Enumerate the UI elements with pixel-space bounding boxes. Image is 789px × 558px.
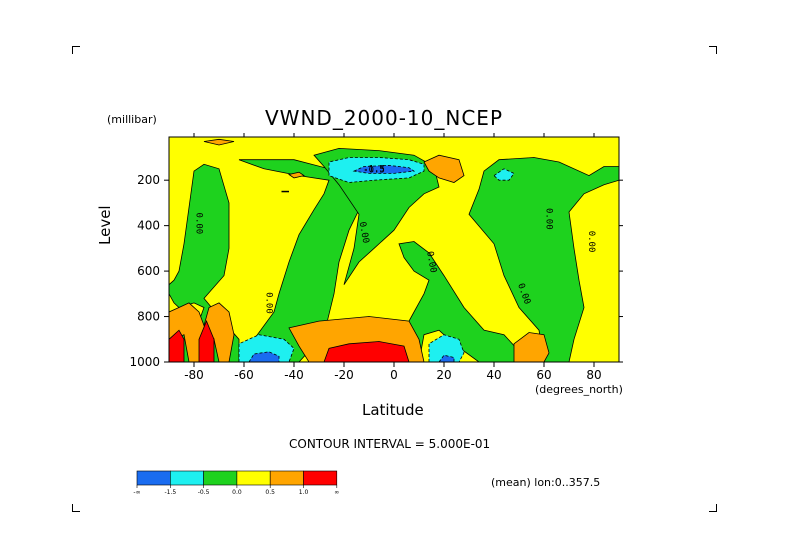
colorbar-label: ∞ <box>334 489 339 496</box>
contour-region-red-11 <box>169 329 185 362</box>
x-tick-label: 60 <box>536 368 551 382</box>
colorbar-label: -0.5 <box>198 489 210 496</box>
x-units-label: (degrees_north) <box>535 383 623 396</box>
x-tick-label: -40 <box>284 368 304 382</box>
contour-region-orange-9 <box>513 332 550 362</box>
x-tick-label: 80 <box>586 368 601 382</box>
y-units-label: (millibar) <box>107 113 157 126</box>
y-tick-label: 600 <box>137 264 160 278</box>
x-tick-label: 20 <box>436 368 451 382</box>
plot-fills <box>169 137 619 362</box>
contour-label: -1.5 <box>363 164 385 174</box>
contour-label: 0.00 <box>424 251 438 274</box>
contour-region-orange-6 <box>203 138 235 146</box>
contour-region-cyan-17 <box>493 168 515 181</box>
colorbar: -∞ -1.5 -0.5 0.0 0.5 1.0 ∞ <box>133 470 339 496</box>
contour-label: 0.00 <box>586 231 596 253</box>
contour-region-red-13 <box>323 341 410 362</box>
x-axis-label: Latitude <box>362 401 424 419</box>
chart-title: VWND_2000-10_NCEP <box>265 106 504 130</box>
axes: -80 -60 -40 -20 0 20 40 60 80 200 400 600 800 1000 <box>129 133 623 382</box>
mean-longitude-text: (mean) lon:0..357.5 <box>491 476 601 489</box>
contour-label: 0.00 <box>194 213 204 235</box>
colorbar-label: 0.0 <box>232 489 242 496</box>
x-tick-label: -80 <box>184 368 204 382</box>
crop-mark-bottom-right <box>709 504 717 512</box>
contour-region-red-12 <box>198 320 215 362</box>
contour-region-cyan-14 <box>238 334 295 362</box>
contour-label: 0.00 <box>357 221 371 244</box>
colorbar-label: 0.5 <box>265 489 275 496</box>
colorbar-swatch <box>136 470 171 486</box>
contour-interval-text: CONTOUR INTERVAL = 5.000E-01 <box>289 437 491 451</box>
colorbar-label: 1.0 <box>299 489 309 496</box>
contour-region-cyan-16 <box>428 334 465 362</box>
colorbar-swatch <box>236 470 271 486</box>
contour-region-orange-10 <box>288 171 305 179</box>
colorbar-label: -1.5 <box>164 489 176 496</box>
contour-plot-area <box>168 136 620 363</box>
contour-region-orange-8 <box>423 154 465 183</box>
colorbar-swatch <box>170 470 204 486</box>
y-tick-label: 200 <box>137 173 160 187</box>
colorbar-swatch <box>203 470 238 486</box>
x-tick-label: 0 <box>390 368 398 382</box>
contour-region-green-4 <box>468 157 619 362</box>
colorbar-swatch <box>303 470 338 486</box>
y-axis-label: Level <box>96 205 114 245</box>
contour-region-blue-18 <box>248 351 280 362</box>
x-tick-label: -20 <box>334 368 354 382</box>
contour-region-blue-19 <box>352 164 416 174</box>
colorbar-label: -∞ <box>133 489 140 496</box>
contour-region-blue-20 <box>438 354 455 362</box>
crop-mark-top-right <box>709 46 717 54</box>
y-tick-label: 800 <box>137 310 160 324</box>
contour-label: 0.00 <box>264 292 274 314</box>
crop-mark-top-left <box>72 46 80 54</box>
x-tick-label: -60 <box>234 368 254 382</box>
y-tick-label: 1000 <box>129 355 160 369</box>
contour-labels: 0.000.000.000.000.000.000.00-0.5-1.5 <box>194 164 597 313</box>
crop-mark-bottom-left <box>72 504 80 512</box>
contour-region-green-2 <box>313 147 440 285</box>
contour-label: 0.00 <box>544 208 554 230</box>
contour-label: -0.5 <box>363 165 385 175</box>
x-tick-label: 40 <box>486 368 501 382</box>
colorbar-swatch <box>269 470 304 486</box>
y-tick-label: 400 <box>137 219 160 233</box>
